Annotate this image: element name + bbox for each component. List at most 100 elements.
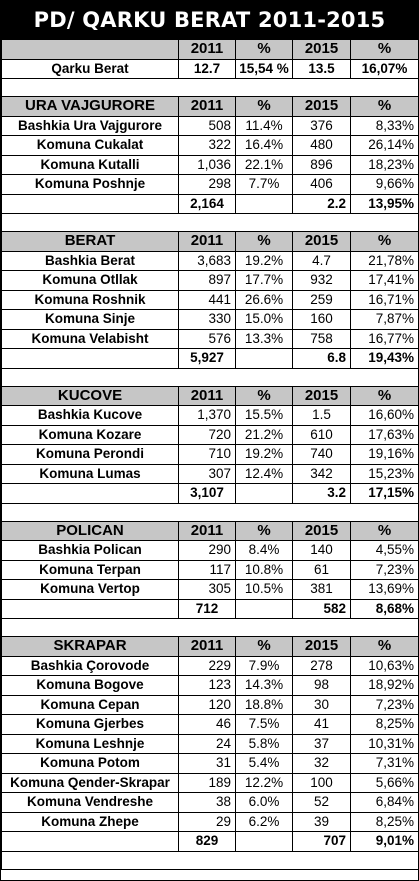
total-pct-2011: [235, 348, 293, 369]
header-pct-2015: %: [350, 96, 419, 117]
value-2011: 330: [178, 309, 236, 330]
spacer-cell: [292, 618, 351, 637]
header-row: 2011 % 2015 %: [1, 39, 419, 60]
value-2015: 342: [292, 463, 351, 484]
row-name: Komuna Potom: [1, 753, 179, 774]
table-row: Komuna Bogove 123 14.3% 98 18,92%: [1, 675, 419, 696]
pct-2011: 6.0%: [235, 792, 293, 813]
header-2015: 2015: [292, 636, 351, 657]
value-2011: 305: [178, 579, 236, 600]
header-pct-2015: %: [350, 231, 419, 252]
pct-2011: 12.4%: [235, 463, 293, 484]
value-2011: 117: [178, 559, 236, 580]
pct-2015: 16,71%: [350, 289, 419, 310]
section-name: BERAT: [1, 231, 179, 252]
value-2015: 30: [292, 694, 351, 715]
pct-2015: 18,92%: [350, 675, 419, 696]
section-total-row: 3,107 3.2 17,15%: [1, 483, 419, 504]
total-2015: 6.8: [292, 348, 351, 369]
pct-2015: 8,33%: [350, 115, 419, 136]
pct-2011: 7.5%: [235, 714, 293, 735]
row-name: Komuna Zhepe: [1, 811, 179, 832]
table-row: Bashkia Ura Vajgurore 508 11.4% 376 8,33%: [1, 115, 419, 136]
value-2015: 32: [292, 753, 351, 774]
section-header-row: SKRAPAR 2011% 2015%: [1, 636, 419, 657]
table-row: Komuna Vendreshe 38 6.0% 52 6,84%: [1, 792, 419, 813]
section-total-row: 829 707 9,01%: [1, 831, 419, 852]
pct-2011: 22.1%: [235, 154, 293, 175]
value-2011: 322: [178, 135, 236, 156]
spacer-cell: [292, 367, 351, 387]
header-2015: 2015: [292, 39, 351, 60]
total-2011: 2,164: [178, 193, 236, 214]
row-name: Komuna Lumas: [1, 463, 179, 484]
row-name: Komuna Bogove: [1, 675, 179, 696]
spacer-cell: [1, 78, 179, 97]
spacer-cell: [1, 850, 179, 870]
header-pct-2011: %: [235, 96, 293, 117]
pct-2015: 18,23%: [350, 154, 419, 175]
header-blank: [1, 39, 179, 60]
spacer-row: [1, 367, 419, 387]
spacer-cell: [350, 618, 419, 637]
table-row: Komuna Kozare 720 21.2% 610 17,63%: [1, 424, 419, 445]
value-2015: 758: [292, 328, 351, 349]
spacer-row: [1, 618, 419, 637]
pct-2015: 10,63%: [350, 655, 419, 676]
header-pct-2011: %: [235, 636, 293, 657]
value-2011: 307: [178, 463, 236, 484]
pct-2015: 21,78%: [350, 250, 419, 271]
qarku-row: Qarku Berat 12.7 15,54 % 13.5 16,07%: [1, 58, 419, 79]
spacer-cell: [235, 213, 293, 232]
section-header-row: BERAT 2011% 2015%: [1, 231, 419, 252]
pct-2015: 7,87%: [350, 309, 419, 330]
value-2015: 259: [292, 289, 351, 310]
table-row: Komuna Potom 31 5.4% 32 7,31%: [1, 753, 419, 774]
value-2015: 740: [292, 444, 351, 465]
total-2011: 829: [178, 831, 236, 852]
pct-2011: 21.2%: [235, 424, 293, 445]
value-2015: 381: [292, 579, 351, 600]
header-2011: 2011: [178, 520, 236, 541]
total-2015: 3.2: [292, 483, 351, 504]
value-2015: 52: [292, 792, 351, 813]
header-pct-2011: %: [235, 520, 293, 541]
total-pct-2015: 13,95%: [350, 193, 419, 214]
value-2015: 61: [292, 559, 351, 580]
pct-2015: 19,16%: [350, 444, 419, 465]
spacer-row: [1, 213, 419, 232]
table-row: Komuna Lumas 307 12.4% 342 15,23%: [1, 463, 419, 484]
pct-2015: 4,55%: [350, 540, 419, 561]
spacer-cell: [350, 367, 419, 387]
section-total-row: 712 582 8,68%: [1, 598, 419, 619]
pct-2015: 10,31%: [350, 733, 419, 754]
value-2015: 480: [292, 135, 351, 156]
table-row: Bashkia Polican 290 8.4% 140 4,55%: [1, 540, 419, 561]
header-2011: 2011: [178, 385, 236, 406]
value-2015: 932: [292, 270, 351, 291]
pct-2015: 6,84%: [350, 792, 419, 813]
table-row: Komuna Leshnje 24 5.8% 37 10,31%: [1, 733, 419, 754]
table-row: Komuna Roshnik 441 26.6% 259 16,71%: [1, 289, 419, 310]
value-2015: 140: [292, 540, 351, 561]
value-2011: 441: [178, 289, 236, 310]
pct-2011: 5.8%: [235, 733, 293, 754]
value-2015: 100: [292, 772, 351, 793]
value-2011: 3,683: [178, 250, 236, 271]
row-name: Bashkia Çorovode: [1, 655, 179, 676]
pct-2011: 18.8%: [235, 694, 293, 715]
value-2015: 98: [292, 675, 351, 696]
value-2015: 406: [292, 174, 351, 195]
spacer-cell: [350, 213, 419, 232]
total-2011: 5,927: [178, 348, 236, 369]
pct-2011: 6.2%: [235, 811, 293, 832]
value-2011: 120: [178, 694, 236, 715]
row-name: Komuna Velabisht: [1, 328, 179, 349]
row-name: Komuna Perondi: [1, 444, 179, 465]
section-header-row: URA VAJGURORE 2011% 2015%: [1, 96, 419, 117]
pct-2011: 26.6%: [235, 289, 293, 310]
spacer-cell: [292, 213, 351, 232]
section-name: POLICAN: [1, 520, 179, 541]
value-2011: 720: [178, 424, 236, 445]
spacer-cell: [235, 502, 293, 522]
